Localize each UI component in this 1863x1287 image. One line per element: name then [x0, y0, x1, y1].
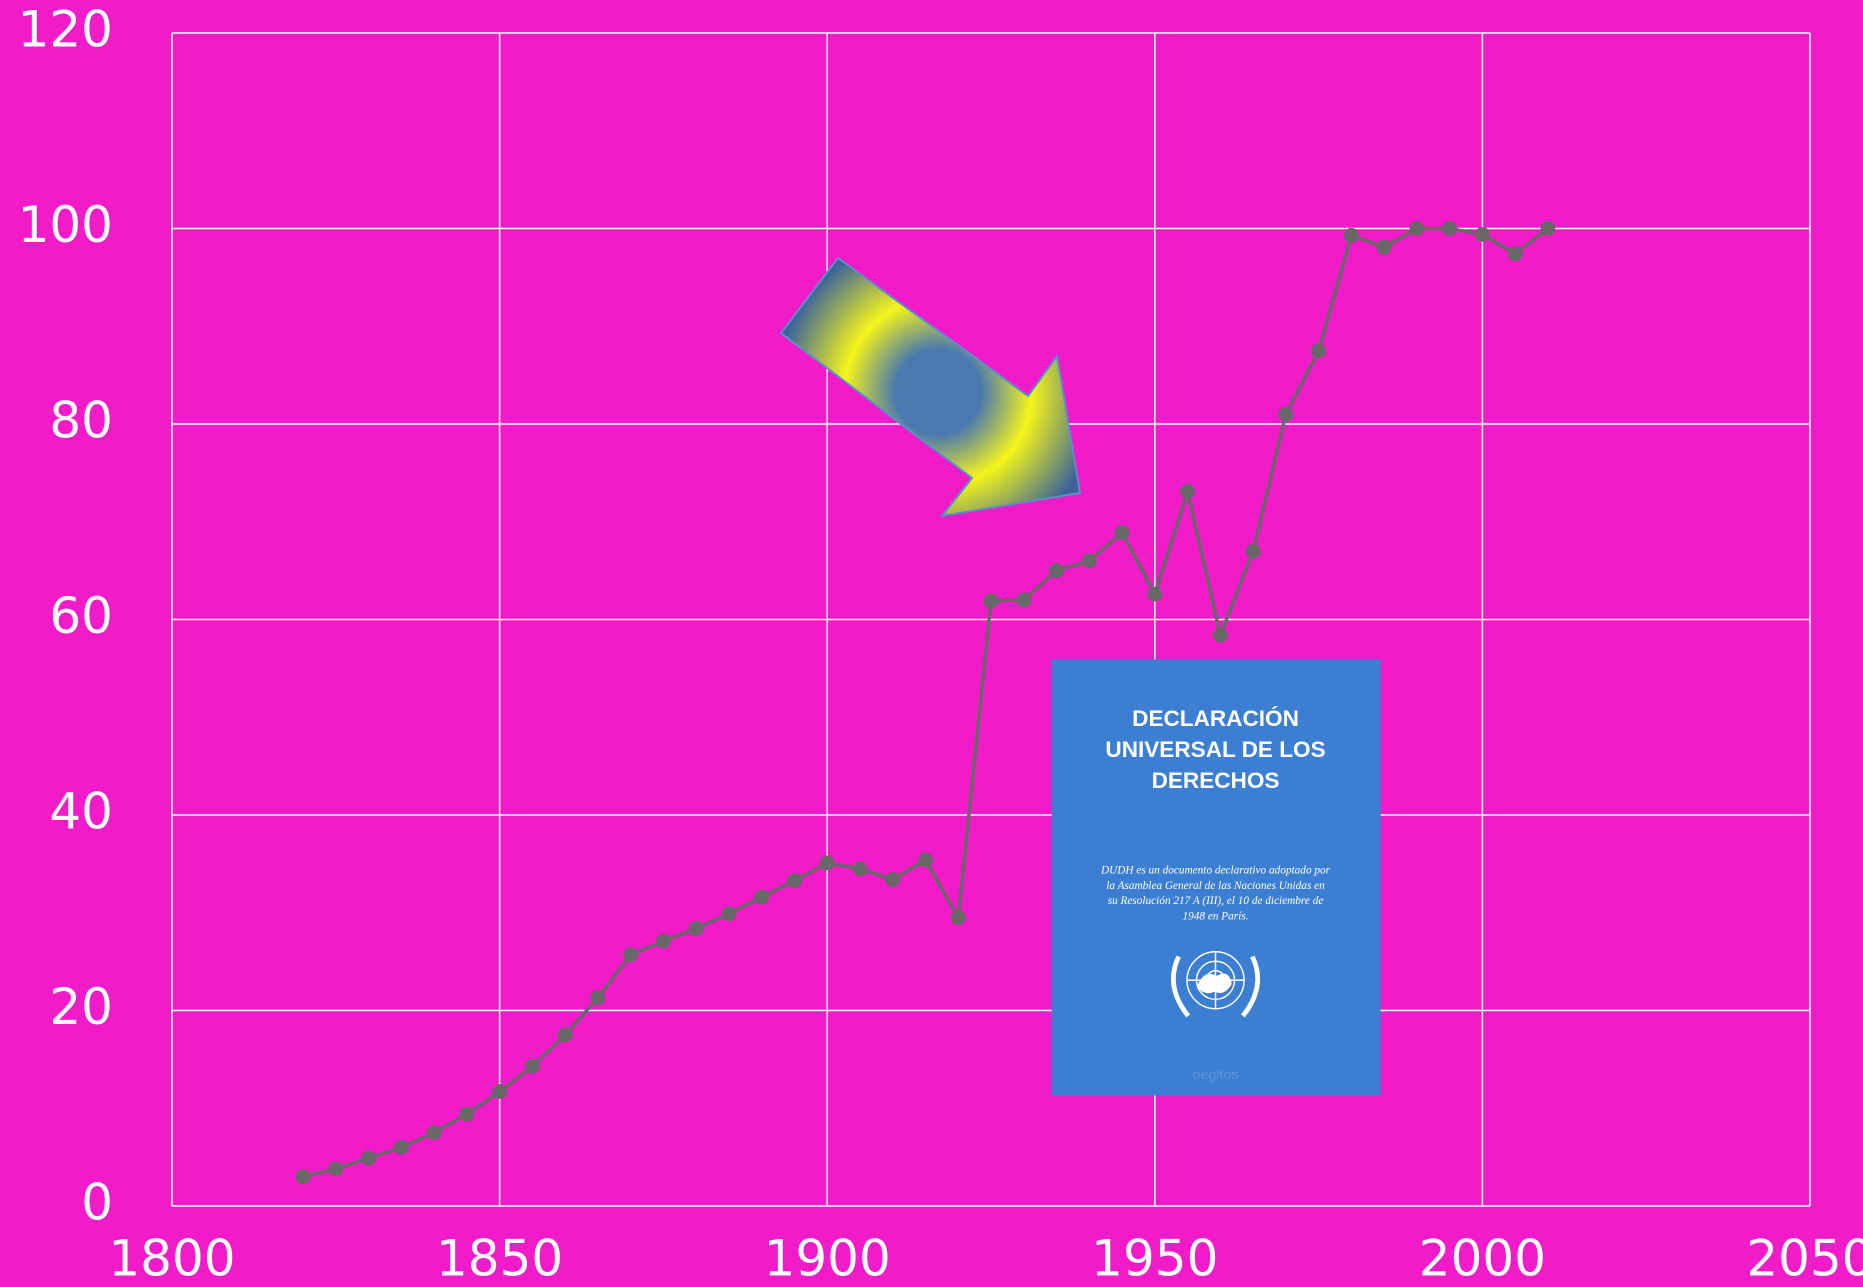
data-point [492, 1084, 508, 1100]
data-point [459, 1106, 475, 1122]
book-cover: DECLARACIÓN UNIVERSAL DE LOS DERECHOS DU… [1051, 659, 1381, 1096]
data-point [426, 1125, 442, 1141]
data-point [1409, 221, 1425, 236]
cover-background [1051, 659, 1381, 1096]
data-point [754, 889, 770, 905]
data-point [819, 855, 835, 871]
cover-title: DERECHOS [1152, 768, 1280, 793]
data-point [361, 1150, 377, 1166]
data-point [1245, 543, 1261, 559]
data-point [590, 990, 606, 1006]
data-point [1049, 563, 1065, 579]
data-point [328, 1161, 344, 1177]
data-point [786, 872, 802, 888]
data-point [1474, 226, 1490, 242]
cover-text: 1948 en París. [1183, 911, 1249, 923]
data-point [688, 920, 704, 936]
y-tick-label: 100 [18, 196, 113, 254]
data-point [1114, 525, 1130, 541]
data-point [1343, 227, 1359, 243]
arrow [779, 256, 1082, 518]
data-point [917, 852, 933, 868]
y-tick-label: 60 [49, 587, 113, 645]
x-tick-label: 1900 [764, 1230, 891, 1287]
cover-text: la Asamblea General de las Naciones Unid… [1106, 880, 1325, 892]
y-tick-label: 80 [49, 392, 113, 450]
data-point [1278, 406, 1294, 422]
data-point [721, 906, 737, 922]
y-tick-label: 20 [49, 978, 113, 1036]
data-point [393, 1139, 409, 1155]
x-tick-label: 1850 [436, 1230, 563, 1287]
data-point [1180, 483, 1196, 499]
x-tick-label: 1800 [108, 1230, 235, 1287]
data-point [1442, 221, 1458, 236]
data-point [1016, 592, 1032, 608]
x-tick-label: 2050 [1746, 1230, 1863, 1287]
x-tick-label: 2000 [1419, 1230, 1546, 1287]
y-tick-label: 40 [49, 783, 113, 841]
cover-text: su Resolución 217 A (III), el 10 de dici… [1108, 895, 1324, 907]
data-point [1311, 343, 1327, 359]
data-point [1507, 246, 1523, 262]
x-tick-label: 1950 [1091, 1230, 1218, 1287]
cover-text: DUDH es un documento declarativo adoptad… [1100, 864, 1331, 876]
data-point [852, 861, 868, 877]
data-point [1376, 239, 1392, 255]
data-point [295, 1169, 311, 1185]
data-point [1540, 221, 1556, 236]
data-point [983, 593, 999, 609]
cover-publisher: oegitos [1193, 1067, 1239, 1083]
data-point [623, 947, 639, 963]
un-emblem [1171, 951, 1261, 1018]
cover-title: UNIVERSAL DE LOS [1105, 737, 1325, 762]
data-point [655, 933, 671, 949]
data-point [1212, 627, 1228, 643]
data-point [1147, 586, 1163, 602]
plot [295, 221, 1556, 1185]
cover-title: DECLARACIÓN [1132, 706, 1299, 731]
data-point [1081, 553, 1097, 569]
data-point [524, 1058, 540, 1074]
y-tick-label: 0 [81, 1174, 113, 1232]
data-point [885, 872, 901, 888]
data-point [557, 1027, 573, 1043]
y-tick-label: 120 [18, 1, 113, 59]
data-point [950, 910, 966, 926]
